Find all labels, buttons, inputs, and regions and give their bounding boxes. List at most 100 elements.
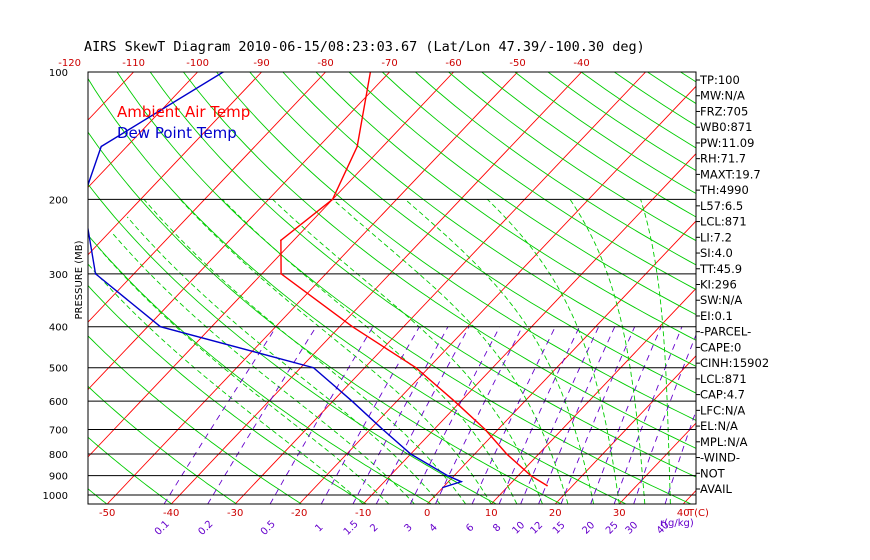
moist-adiabat-line bbox=[98, 247, 390, 504]
mixing-ratio-tick-label: 0.5 bbox=[259, 519, 278, 538]
ambient-air-temp-point bbox=[530, 474, 532, 477]
mixing-ratio-tick-label: 4 bbox=[428, 522, 440, 534]
dry-adiabat-line bbox=[88, 436, 172, 504]
ambient-air-temp-point bbox=[280, 273, 282, 275]
isotherm-line bbox=[490, 287, 696, 504]
dew-point-temp-point bbox=[100, 145, 103, 148]
dry-adiabat-grid bbox=[88, 72, 870, 504]
pressure-tick-label: 200 bbox=[49, 195, 68, 206]
dry-adiabat-line bbox=[846, 72, 870, 504]
index-value: PW:11.09 bbox=[700, 136, 754, 150]
bottom-temp-tick-label: -20 bbox=[291, 508, 307, 519]
moist-adiabat-line bbox=[143, 199, 466, 504]
index-value: TP:100 bbox=[699, 73, 740, 87]
mixing-ratio-line bbox=[269, 326, 374, 504]
index-value: RH:71.7 bbox=[700, 152, 746, 166]
index-value: TT:45.9 bbox=[699, 262, 742, 276]
ambient-air-temp-line bbox=[280, 72, 548, 487]
dry-adiabat-line bbox=[116, 72, 692, 504]
isotherm-line bbox=[234, 72, 646, 504]
y-axis-label: PRESSURE (MB) bbox=[74, 240, 85, 319]
mixing-ratio-line bbox=[409, 326, 501, 504]
dew-point-temp-point bbox=[82, 199, 84, 201]
index-value: KI:296 bbox=[700, 278, 737, 292]
mixing-ratio-tick-label: 0.1 bbox=[153, 519, 172, 538]
dew-point-temp-point bbox=[442, 486, 444, 489]
dew-point-temp-point bbox=[312, 366, 315, 369]
ambient-air-temp-point bbox=[505, 453, 508, 455]
isotherm-line bbox=[106, 72, 518, 504]
bottom-temp-tick-label: 0 bbox=[424, 508, 430, 519]
x-axis-label: T(C) bbox=[687, 508, 709, 519]
index-value: L57:6.5 bbox=[700, 199, 743, 213]
isotherm-line bbox=[88, 72, 326, 323]
bottom-temp-tick-label: 40 bbox=[677, 508, 690, 519]
pressure-tick-label: 300 bbox=[49, 270, 68, 281]
pressure-tick-label: 1000 bbox=[43, 491, 68, 502]
index-value: TH:4990 bbox=[699, 183, 749, 197]
mixing-ratio-tick-label: 20 bbox=[580, 520, 597, 537]
index-value: CAP:4.7 bbox=[700, 388, 745, 402]
dry-adiabat-line bbox=[249, 72, 696, 394]
moist-adiabat-line bbox=[640, 199, 671, 504]
isotherm-line bbox=[88, 72, 454, 458]
mixing-ratio-tick-label: 8 bbox=[491, 522, 503, 534]
chart-title: AIRS SkewT Diagram 2010-06-15/08:23:03.6… bbox=[84, 39, 645, 55]
ambient-air-temp-point bbox=[356, 145, 359, 148]
moist-adiabat-line bbox=[487, 198, 620, 504]
isotherm-line bbox=[88, 72, 198, 189]
bottom-temp-tick-label: -50 bbox=[99, 508, 115, 519]
dry-adiabat-line bbox=[315, 72, 696, 341]
pressure-tick-label: 600 bbox=[49, 397, 68, 408]
mixing-ratio-tick-label: 30 bbox=[624, 520, 641, 537]
top-temp-tick-label: -100 bbox=[186, 58, 209, 69]
mixing-ratio-line bbox=[207, 326, 317, 504]
dry-adiabat-line bbox=[88, 385, 237, 504]
dry-adiabat-line bbox=[780, 72, 870, 504]
dew-point-temp-point bbox=[460, 480, 462, 483]
mixing-ratio-line bbox=[352, 326, 449, 504]
dew-point-temp-point bbox=[159, 325, 162, 328]
isotherm-line bbox=[170, 72, 582, 504]
dry-adiabat-line bbox=[88, 335, 302, 504]
mixing-ratio-tick-label: 12 bbox=[528, 520, 545, 537]
pressure-tick-label: 900 bbox=[49, 472, 68, 483]
dry-adiabat-line bbox=[88, 131, 562, 504]
dry-adiabat-line bbox=[216, 72, 696, 421]
bottom-temp-tick-label: -10 bbox=[355, 508, 371, 519]
dry-adiabat-line bbox=[481, 72, 696, 218]
dry-adiabat-line bbox=[88, 284, 367, 504]
index-value: MAXT:19.7 bbox=[700, 167, 761, 181]
index-value: MW:N/A bbox=[700, 89, 745, 103]
mixing-ratio-line bbox=[520, 326, 600, 504]
pressure-tick-label: 800 bbox=[49, 450, 68, 461]
isotherm-line bbox=[298, 85, 696, 504]
mixing-ratio-unit-label: r(g/kg) bbox=[660, 518, 694, 529]
mixing-ratio-line bbox=[633, 333, 696, 504]
ambient-air-temp-point bbox=[280, 239, 282, 242]
isotherm-line bbox=[426, 220, 696, 504]
isotherm-line bbox=[747, 72, 870, 504]
dry-adiabat-line bbox=[183, 72, 696, 449]
index-value: LCL:871 bbox=[700, 215, 747, 229]
dew-point-temp-point bbox=[409, 453, 412, 455]
mixing-ratio-line bbox=[560, 326, 636, 504]
isotherm-grid bbox=[88, 72, 870, 504]
moist-adiabat-line bbox=[126, 216, 441, 504]
index-value: EI:0.1 bbox=[700, 309, 733, 323]
ambient-air-temp-point bbox=[331, 198, 334, 201]
dew-point-temp-point bbox=[351, 400, 353, 402]
top-temp-tick-label: -60 bbox=[445, 58, 461, 69]
mixing-ratio-line bbox=[435, 326, 523, 504]
mixing-ratio-line bbox=[375, 326, 470, 504]
ambient-air-temp-point bbox=[546, 484, 548, 487]
ambient-air-temp-point bbox=[453, 400, 456, 402]
index-value: LFC:N/A bbox=[700, 403, 745, 417]
moist-adiabat-line bbox=[179, 198, 492, 504]
pressure-tick-label: 100 bbox=[49, 68, 68, 79]
index-value: -PARCEL- bbox=[700, 325, 751, 339]
mixing-ratio-line bbox=[163, 326, 277, 504]
top-temp-tick-label: -120 bbox=[58, 58, 81, 69]
dry-adiabat-line bbox=[415, 72, 696, 266]
